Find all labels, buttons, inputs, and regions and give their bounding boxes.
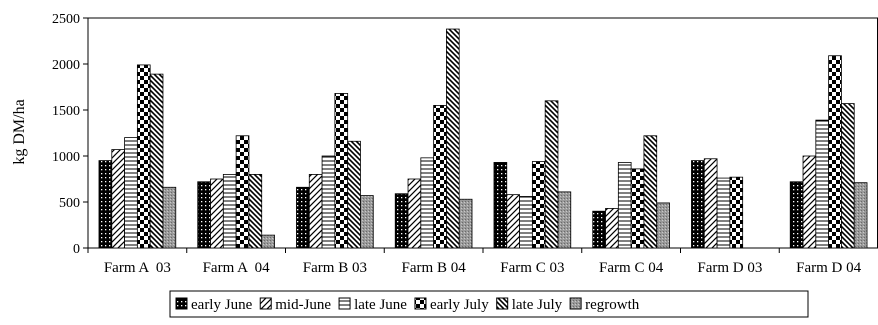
bar-early-july (334, 93, 349, 249)
bar-regrowth (261, 234, 275, 249)
bar-early-june (493, 162, 508, 249)
x-tick-label: Farm C 03 (500, 260, 564, 276)
x-tick-label: Farm D 04 (796, 260, 861, 276)
bar-mid-june (506, 194, 520, 249)
bar-late-july (347, 140, 361, 249)
bar-mid-june (111, 149, 125, 249)
legend-label: early July (430, 297, 489, 313)
bar-late-june (617, 162, 632, 249)
legend-label: late June (354, 297, 407, 313)
bar-late-july (248, 173, 263, 249)
bar-late-july (149, 73, 164, 249)
legend-swatch (569, 297, 582, 310)
bar-early-june (197, 181, 211, 249)
x-tick-label: Farm B 04 (402, 260, 467, 276)
x-tick-label: Farm A 03 (104, 260, 171, 276)
bar-late-july (446, 28, 460, 249)
y-tick-label: 500 (59, 196, 80, 211)
legend-box (169, 290, 809, 318)
legend-label: late July (512, 297, 563, 313)
x-tick-label: Farm B 03 (303, 260, 367, 276)
bar-early-june (296, 186, 310, 249)
x-tick-label: Farm D 03 (697, 260, 762, 276)
y-axis: 0 500 1000 1500 2000 2500 (52, 12, 88, 257)
bar-early-june (691, 160, 705, 249)
bar-early-july (235, 135, 250, 249)
bars (98, 28, 868, 249)
bar-early-june (592, 210, 606, 249)
legend-label: mid-June (275, 297, 331, 313)
y-tick-label: 0 (73, 242, 80, 257)
bar-late-june (815, 119, 830, 249)
bar-early-july (729, 176, 744, 249)
bar-late-june (222, 173, 237, 249)
y-axis-title: kg DM/ha (11, 99, 28, 164)
bar-late-july (841, 103, 855, 249)
bar-late-july (643, 135, 658, 249)
bar-late-june (716, 177, 731, 249)
bar-mid-june (210, 178, 224, 249)
x-tick-label: Farm C 04 (599, 260, 664, 276)
bar-regrowth (162, 186, 177, 249)
bar-early-july (630, 168, 645, 249)
bar-late-june (321, 155, 336, 249)
bar-mid-june (802, 155, 817, 249)
bar-late-june (420, 157, 435, 249)
bar-late-june (519, 196, 533, 249)
bar-mid-june (605, 208, 619, 249)
legend-label: early June (191, 297, 253, 313)
legend: early June mid-June late June early July lat… (169, 290, 809, 318)
x-axis: Farm A 03 Farm A 04 Farm B 03 Farm B 04 Farm… (87, 248, 862, 276)
bar-early-july (136, 64, 151, 249)
bar-late-july (544, 100, 559, 249)
legend-swatch (496, 297, 509, 310)
legend-swatch (338, 297, 351, 310)
bar-early-june (394, 193, 409, 249)
bar-regrowth (656, 202, 670, 249)
bar-mid-june (407, 178, 422, 249)
y-tick-label: 2500 (52, 12, 80, 27)
bar-early-june (789, 181, 804, 249)
legend-swatch (414, 297, 427, 310)
y-tick-label: 1500 (52, 104, 80, 119)
bar-early-july (531, 161, 546, 249)
bar-regrowth (853, 182, 868, 249)
legend-swatch (175, 297, 188, 310)
legend-label: regrowth (585, 297, 640, 313)
bar-regrowth (557, 191, 572, 249)
bar-early-july (828, 55, 842, 249)
x-tick-label: Farm A 04 (203, 260, 271, 276)
bar-early-june (98, 160, 113, 249)
bar-late-june (124, 137, 138, 249)
y-tick-label: 2000 (52, 58, 80, 73)
bar-mid-june (308, 173, 323, 249)
bar-mid-june (703, 158, 718, 249)
legend-swatch (259, 297, 272, 310)
bar-early-july (433, 105, 447, 249)
y-tick-label: 1000 (52, 150, 80, 165)
bar-regrowth (458, 198, 473, 249)
bar-regrowth (360, 195, 374, 249)
